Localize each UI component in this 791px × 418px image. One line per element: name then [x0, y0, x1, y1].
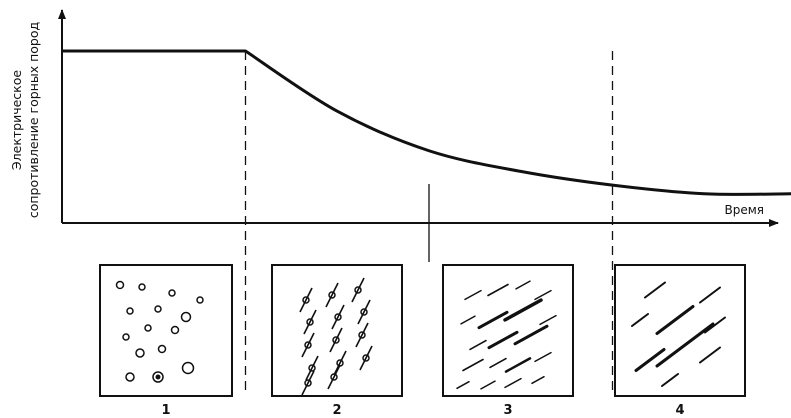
pore: [152, 371, 164, 383]
pore: [135, 348, 145, 358]
pore: [122, 333, 130, 341]
panel-frame: [614, 264, 746, 397]
pore: [308, 364, 316, 372]
crack: [301, 332, 315, 358]
panel-label-1: 1: [161, 403, 170, 418]
panel-label-4: 4: [675, 403, 684, 418]
pore: [332, 336, 340, 344]
panel-frame: [99, 264, 233, 397]
pore: [168, 289, 176, 297]
pore: [125, 372, 135, 382]
pore: [302, 296, 310, 304]
panel-1: 1: [99, 264, 233, 418]
crack: [534, 289, 552, 301]
crack: [480, 380, 496, 390]
crack: [351, 277, 365, 303]
pore: [330, 373, 338, 381]
crack: [487, 283, 509, 297]
crack: [631, 313, 649, 327]
pore: [144, 324, 152, 332]
crack: [504, 377, 522, 389]
crack: [477, 310, 509, 330]
panel-label-3: 3: [503, 403, 512, 418]
crack: [464, 289, 482, 301]
crack: [539, 314, 557, 326]
pore: [138, 283, 146, 291]
y-axis-label-line2: сопротивление горных пород: [26, 22, 41, 218]
pore: [196, 296, 204, 304]
panel-frame: [271, 264, 403, 397]
crack: [331, 304, 345, 330]
panel-label-2: 2: [332, 403, 341, 418]
crack: [469, 339, 487, 351]
crack: [301, 370, 315, 396]
crack: [327, 364, 341, 390]
crack: [359, 345, 373, 371]
crack: [357, 299, 371, 325]
crack: [655, 322, 715, 368]
crack: [303, 309, 317, 335]
crack: [513, 324, 549, 346]
pore: [354, 286, 362, 294]
pore: [304, 341, 312, 349]
crack: [456, 380, 470, 390]
panel-4: 4: [614, 264, 746, 418]
panel-2: 2: [271, 264, 403, 418]
pore: [126, 307, 134, 315]
y-axis-label-line1: Электрическое: [9, 70, 24, 170]
pore-filled: [155, 374, 161, 380]
panel-frame: [442, 264, 574, 397]
sample-panels: 1 2 3 4: [99, 264, 746, 418]
crack: [634, 348, 666, 372]
pore: [360, 308, 368, 316]
crack: [333, 350, 347, 376]
crack: [329, 327, 343, 353]
pore: [181, 361, 195, 375]
crack: [699, 286, 721, 304]
crack: [503, 298, 543, 322]
crack: [504, 357, 532, 373]
crack: [299, 287, 313, 313]
panel-3: 3: [442, 264, 574, 418]
pore: [304, 379, 312, 387]
crack: [325, 282, 339, 308]
crack: [699, 346, 721, 364]
stage-boundaries: [244, 51, 614, 392]
crack: [704, 316, 726, 334]
pore: [180, 311, 192, 323]
crack: [462, 358, 484, 372]
crack: [460, 315, 476, 325]
pore: [154, 305, 162, 313]
pore: [157, 344, 167, 354]
resistivity-curve: [62, 49, 791, 196]
crack: [531, 375, 545, 385]
crack: [487, 330, 519, 350]
pore: [306, 318, 314, 326]
pore: [358, 331, 366, 339]
crack: [534, 351, 552, 363]
pore: [170, 325, 180, 335]
crack: [661, 373, 679, 387]
pore: [328, 291, 336, 299]
x-axis-label: Время: [724, 203, 764, 217]
pore: [362, 354, 370, 362]
crack: [515, 280, 531, 290]
crack: [655, 305, 695, 335]
crack: [644, 281, 666, 299]
crack: [355, 322, 369, 348]
crack: [305, 355, 319, 381]
pore: [115, 280, 125, 290]
pore: [334, 313, 342, 321]
crack: [489, 357, 507, 369]
